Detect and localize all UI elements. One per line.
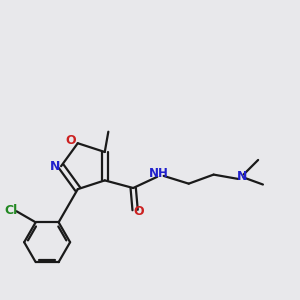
Text: O: O	[133, 205, 144, 218]
Text: NH: NH	[149, 167, 169, 180]
Text: O: O	[65, 134, 76, 147]
Text: N: N	[50, 160, 60, 173]
Text: N: N	[237, 169, 247, 182]
Text: Cl: Cl	[4, 204, 18, 217]
